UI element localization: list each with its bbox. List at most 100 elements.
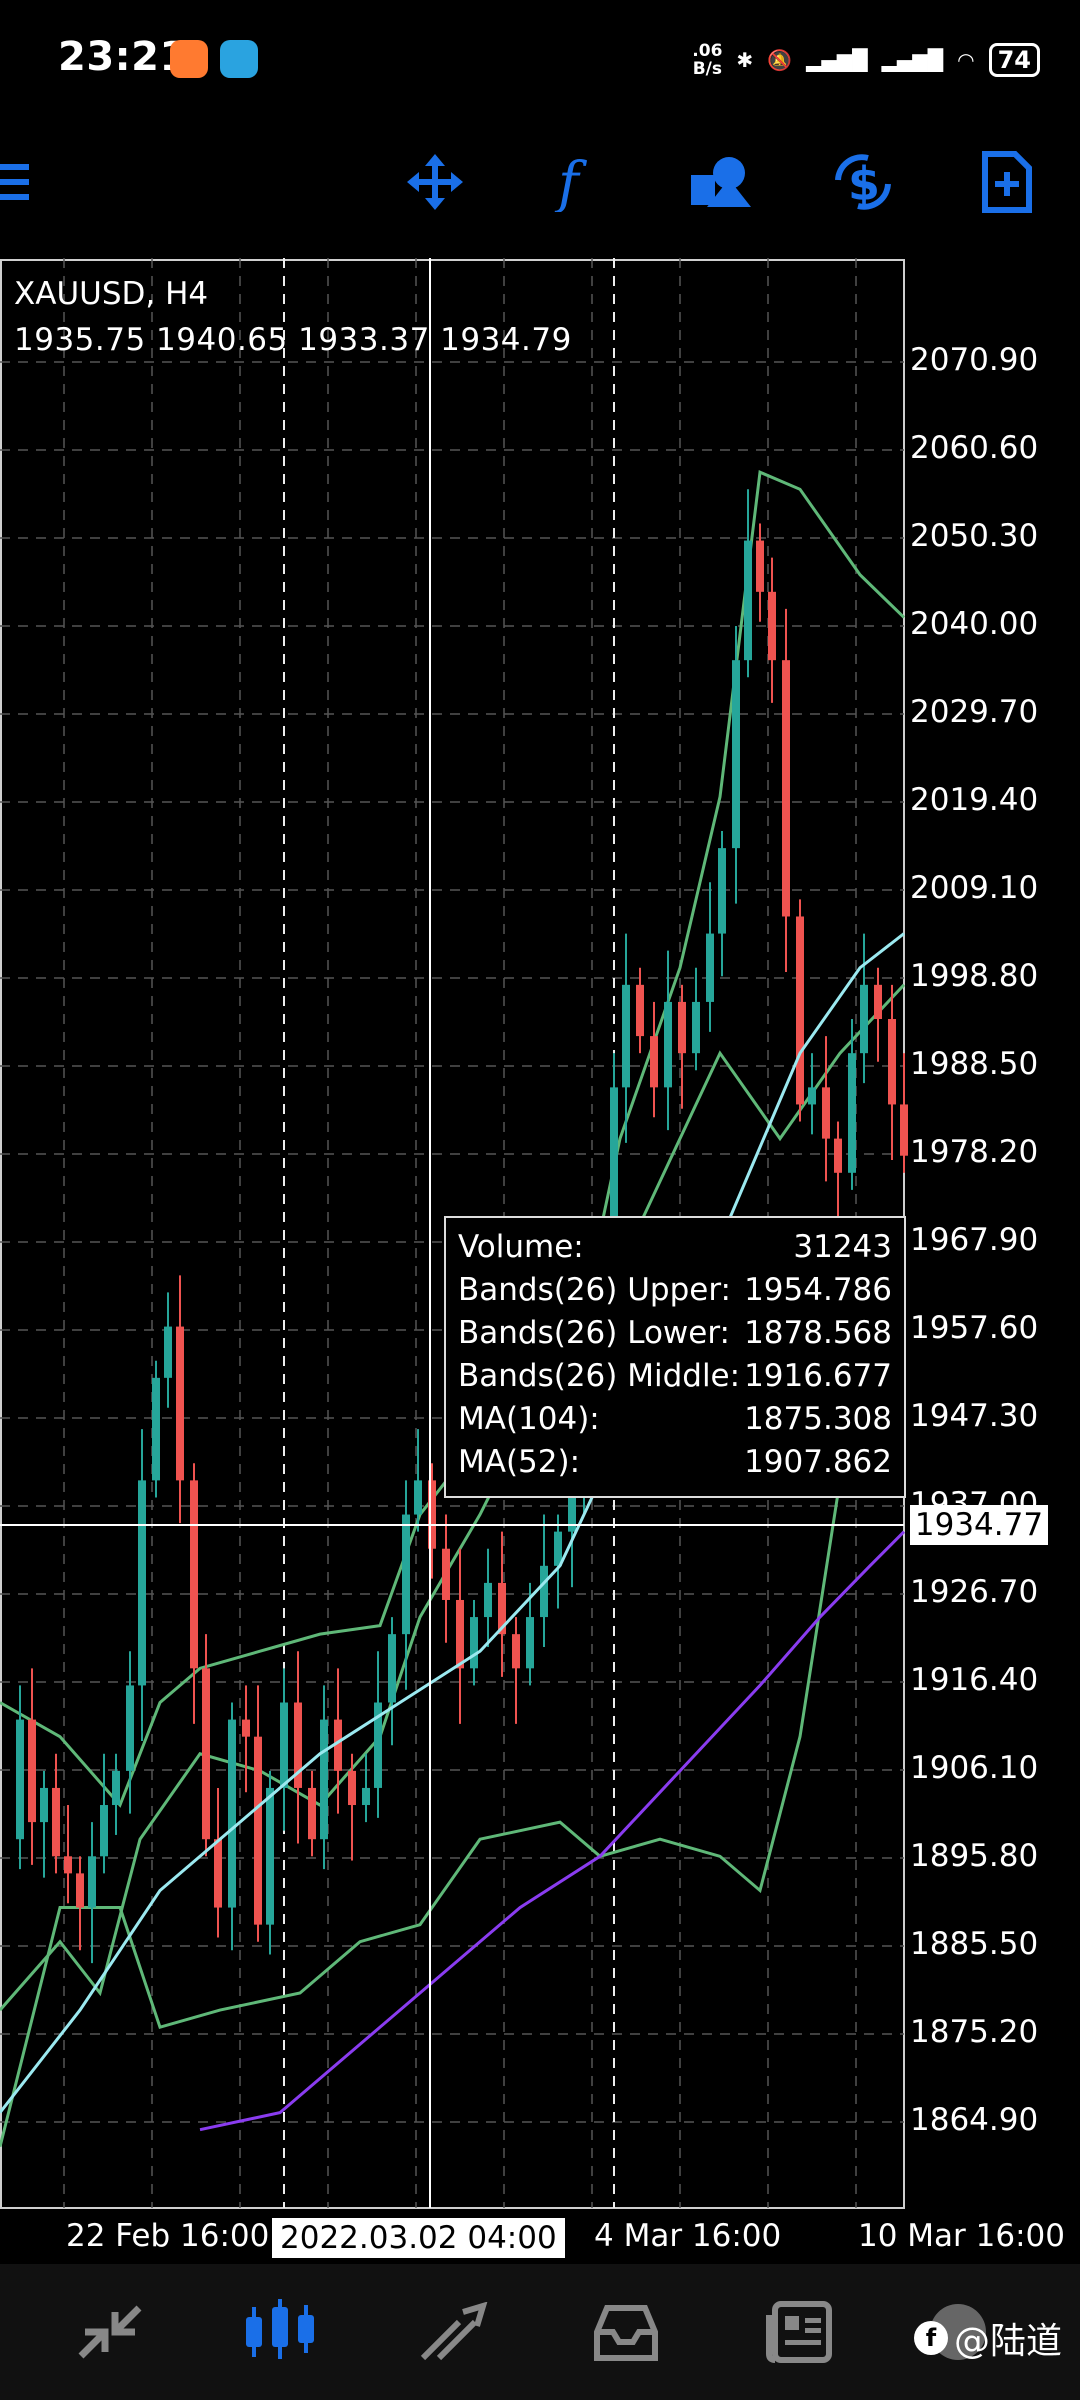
info-row: Volume: 31243 bbox=[458, 1229, 892, 1265]
telegram-icon bbox=[220, 40, 258, 78]
info-row: Bands(26) Upper: 1954.786 bbox=[458, 1272, 892, 1308]
candle-body bbox=[718, 848, 726, 934]
crosshair-icon[interactable] bbox=[400, 150, 470, 214]
price-axis-label: 1916.40 bbox=[910, 1662, 1039, 1698]
candle-body bbox=[706, 933, 714, 1002]
candle-body bbox=[112, 1770, 120, 1806]
candle-body bbox=[470, 1617, 478, 1669]
candle-body bbox=[402, 1514, 410, 1635]
symbol-icon[interactable]: $ bbox=[828, 150, 898, 214]
objects-icon[interactable] bbox=[686, 150, 756, 214]
price-axis-label: 2009.10 bbox=[910, 870, 1039, 906]
candle-body bbox=[176, 1326, 184, 1481]
candle-body bbox=[242, 1719, 250, 1737]
candle-body bbox=[822, 1087, 830, 1139]
candle-body bbox=[348, 1770, 356, 1806]
indicators-icon[interactable]: f bbox=[542, 150, 612, 214]
candle-body bbox=[808, 1087, 816, 1105]
price-axis-label: 2070.90 bbox=[910, 342, 1039, 378]
candle-body bbox=[622, 984, 630, 1088]
indicator-info-box: Volume: 31243 Bands(26) Upper: 1954.786 Ba… bbox=[444, 1216, 906, 1498]
net-speed: .06 B/s bbox=[692, 41, 723, 79]
candle-body bbox=[428, 1480, 436, 1549]
ma52-line bbox=[0, 932, 905, 2114]
candle-body bbox=[414, 1480, 422, 1515]
news-icon[interactable] bbox=[760, 2292, 840, 2372]
candle-body bbox=[16, 1719, 24, 1840]
quotes-icon[interactable] bbox=[70, 2292, 150, 2372]
candle-body bbox=[484, 1582, 492, 1618]
status-time: 23:21 bbox=[58, 34, 188, 80]
wifi-icon: ◠ bbox=[957, 48, 975, 72]
price-axis-label: 1998.80 bbox=[910, 958, 1039, 994]
chart-icon[interactable] bbox=[240, 2292, 320, 2372]
candle-body bbox=[848, 1053, 856, 1173]
chart-toolbar: f $ bbox=[0, 140, 1080, 220]
candle-body bbox=[28, 1719, 36, 1823]
history-icon[interactable] bbox=[586, 2292, 666, 2372]
candle-body bbox=[900, 1104, 908, 1156]
bluetooth-icon: ✱ bbox=[736, 48, 754, 72]
candle-body bbox=[388, 1634, 396, 1703]
candle-body bbox=[498, 1582, 506, 1635]
candle-body bbox=[40, 1787, 48, 1823]
candle-body bbox=[374, 1702, 382, 1788]
candle-body bbox=[88, 1856, 96, 1908]
new-order-icon[interactable] bbox=[972, 150, 1042, 214]
candle-body bbox=[76, 1873, 84, 1908]
candle-body bbox=[540, 1565, 548, 1618]
candle-body bbox=[266, 1787, 274, 1925]
candle-body bbox=[228, 1719, 236, 1908]
time-label: 22 Feb 16:00 bbox=[66, 2218, 270, 2254]
candle-body bbox=[190, 1480, 198, 1669]
candle-body bbox=[636, 984, 644, 1037]
candle-body bbox=[138, 1480, 146, 1686]
time-label: 4 Mar 16:00 bbox=[594, 2218, 782, 2254]
candle-body bbox=[164, 1326, 172, 1378]
candle-body bbox=[280, 1702, 288, 1788]
trade-icon[interactable] bbox=[414, 2292, 494, 2372]
candle-body bbox=[744, 540, 752, 661]
candle-body bbox=[756, 540, 764, 592]
candle-body bbox=[126, 1685, 134, 1771]
candle-body bbox=[100, 1805, 108, 1857]
candle-body bbox=[294, 1702, 302, 1788]
candle-body bbox=[512, 1634, 520, 1669]
price-axis-label: 2040.00 bbox=[910, 606, 1039, 642]
menu-icon[interactable] bbox=[0, 150, 56, 214]
price-axis-label: 2060.60 bbox=[910, 430, 1039, 466]
candle-body bbox=[64, 1856, 72, 1874]
candle-body bbox=[456, 1599, 464, 1669]
candle-body bbox=[320, 1719, 328, 1840]
candle-body bbox=[782, 660, 790, 917]
price-axis-label: 1947.30 bbox=[910, 1398, 1039, 1434]
candle-body bbox=[254, 1736, 262, 1925]
candle-body bbox=[664, 1001, 672, 1088]
price-axis-label: 1967.90 bbox=[910, 1222, 1039, 1258]
status-indicators: .06 B/s ✱ 🔕 ▂▄▆█ ▂▄▆█ ◠ 74 bbox=[692, 38, 1040, 82]
ma104-line bbox=[199, 1530, 906, 2132]
candle-body bbox=[650, 1036, 658, 1088]
time-label: 10 Mar 16:00 bbox=[858, 2218, 1065, 2254]
candle-body bbox=[610, 1087, 618, 1276]
bottom-navigation bbox=[0, 2264, 1080, 2400]
price-axis-label: 1906.10 bbox=[910, 1750, 1039, 1786]
watermark-logo-icon: f bbox=[913, 2321, 948, 2355]
price-axis-label: 2050.30 bbox=[910, 518, 1039, 554]
price-axis-label: 1988.50 bbox=[910, 1046, 1039, 1082]
candle-body bbox=[888, 1019, 896, 1105]
candle-body bbox=[834, 1138, 842, 1173]
info-row: Bands(26) Lower: 1878.568 bbox=[458, 1315, 892, 1351]
battery-indicator: 74 bbox=[988, 43, 1040, 77]
price-axis-label: 1885.50 bbox=[910, 1926, 1039, 1962]
bollinger-middle-line bbox=[0, 983, 906, 2012]
price-axis-label: 1926.70 bbox=[910, 1574, 1039, 1610]
watermark: f @陆道 bbox=[913, 2312, 1062, 2364]
candle-body bbox=[768, 591, 776, 661]
app-notification-icon bbox=[170, 40, 208, 78]
info-row: Bands(26) Middle: 1916.677 bbox=[458, 1358, 892, 1394]
crosshair-price-label: 1934.77 bbox=[910, 1505, 1048, 1546]
price-axis-label: 1864.90 bbox=[910, 2102, 1039, 2138]
candle-body bbox=[202, 1668, 210, 1840]
candle-body bbox=[874, 984, 882, 1020]
